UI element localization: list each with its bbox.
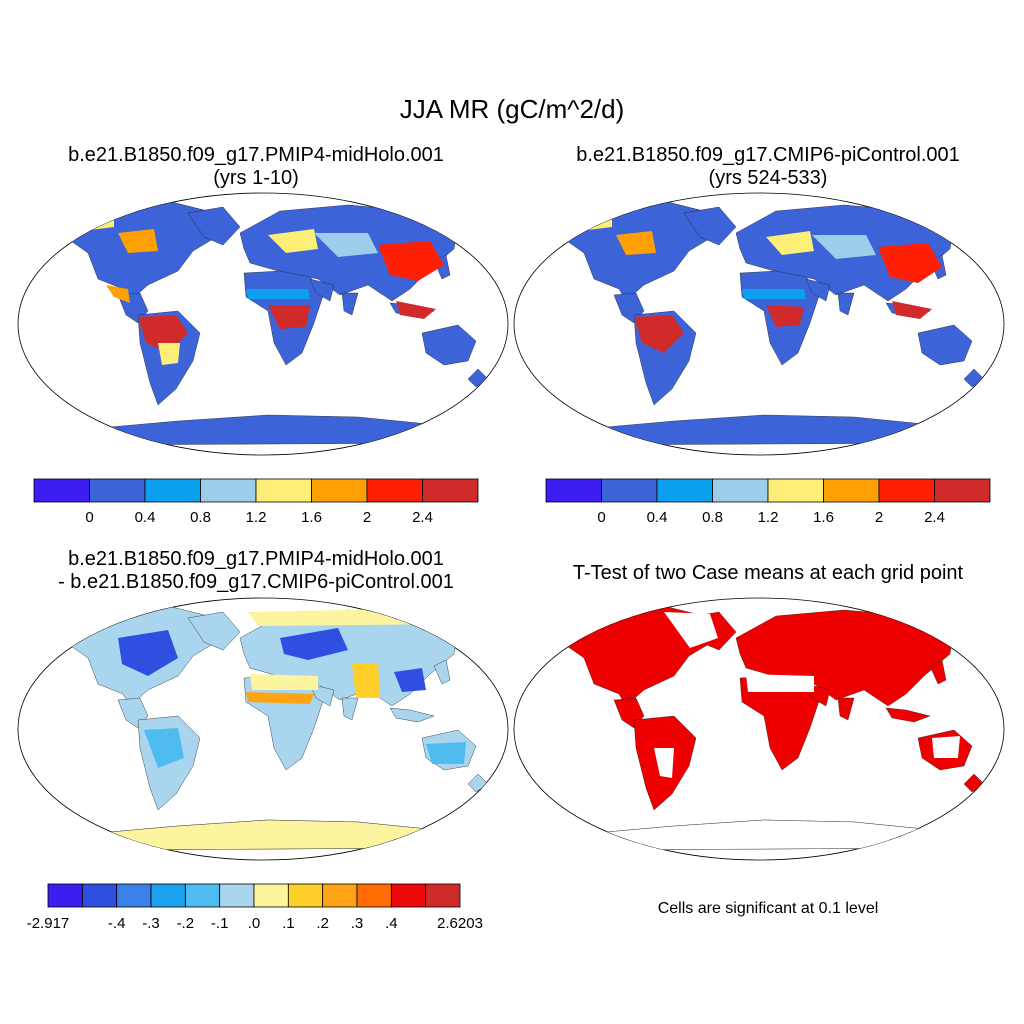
colorbar-tick-label: 2.4 xyxy=(412,509,433,526)
figure-title: JJA MR (gC/m^2/d) xyxy=(399,94,625,124)
colorbar-tick-label: 0 xyxy=(597,509,605,526)
colorbar-swatch xyxy=(823,478,880,503)
colorbar-swatch xyxy=(425,883,461,908)
colorbar-swatch xyxy=(767,478,824,503)
colorbar-difference: -2.917 -.4 -.3 -.2 -.1 .0 .1 .2 .3 .4 2.6203 xyxy=(27,883,483,932)
map-ttest xyxy=(513,597,1005,861)
panel-1-case-name: b.e21.B1850.f09_g17.PMIP4-midHolo.001 xyxy=(68,144,444,166)
colorbar-tick-label: -.3 xyxy=(142,915,160,932)
colorbar-tick-label: 2.6203 xyxy=(437,915,483,932)
colorbar-tick-label: .1 xyxy=(282,915,295,932)
colorbar-tick-label: 1.6 xyxy=(301,509,322,526)
colorbar-tick-label: 0.4 xyxy=(647,509,668,526)
colorbar-tick-label: 1.6 xyxy=(813,509,834,526)
colorbar-tick-label: 0 xyxy=(85,509,93,526)
significance-note: Cells are significant at 0.1 level xyxy=(657,900,879,917)
colorbar-swatch xyxy=(322,883,358,908)
colorbar-tick-label: .3 xyxy=(351,915,364,932)
colorbar-swatch xyxy=(255,478,312,503)
colorbar-swatch xyxy=(934,478,991,503)
colorbar-swatch xyxy=(601,478,658,503)
colorbar-swatch xyxy=(422,478,479,503)
colorbar-swatch xyxy=(311,478,368,503)
colorbar-swatch xyxy=(366,478,423,503)
colorbar-swatch xyxy=(89,478,146,503)
colorbar-swatch xyxy=(144,478,201,503)
colorbar-swatch xyxy=(712,478,769,503)
panel-1-title: b.e21.B1850.f09_g17.PMIP4-midHolo.001 (y… xyxy=(0,144,512,190)
colorbar-tick-label: -2.917 xyxy=(27,915,70,932)
colorbar-swatch xyxy=(200,478,257,503)
colorbar-tick-label: 2 xyxy=(875,509,883,526)
panel-3-title: b.e21.B1850.f09_g17.PMIP4-midHolo.001 - … xyxy=(0,548,512,594)
colorbar-swatch xyxy=(47,883,83,908)
colorbar-swatch xyxy=(116,883,152,908)
colorbar-swatch xyxy=(287,883,324,908)
panel-3-case-name: b.e21.B1850.f09_g17.PMIP4-midHolo.001 xyxy=(68,548,444,570)
colorbar-swatch xyxy=(390,883,427,908)
colorbar-swatch xyxy=(150,883,186,908)
colorbar-swatch xyxy=(356,883,392,908)
colorbar-swatch xyxy=(253,883,289,908)
panel-2-case-name: b.e21.B1850.f09_g17.CMIP6-piControl.001 xyxy=(576,144,960,166)
colorbar-tick-label: -.2 xyxy=(177,915,195,932)
panel-3-minus-case: - b.e21.B1850.f09_g17.CMIP6-piControl.00… xyxy=(58,571,454,593)
panel-2-years: (yrs 524-533) xyxy=(708,167,828,189)
colorbar-swatch xyxy=(545,478,602,503)
colorbar-tick-label: 0.8 xyxy=(702,509,723,526)
colorbar-tick-label: 2.4 xyxy=(924,509,945,526)
colorbar-tick-label: -.4 xyxy=(108,915,126,932)
colorbar-tick-label: .4 xyxy=(385,915,398,932)
map-picontrol xyxy=(513,192,1005,456)
panel-2-title: b.e21.B1850.f09_g17.CMIP6-piControl.001 … xyxy=(512,144,1024,190)
colorbar-picontrol: 0 0.4 0.8 1.2 1.6 2 2.4 xyxy=(545,478,991,526)
colorbar-tick-label: 1.2 xyxy=(758,509,779,526)
colorbar-swatch xyxy=(81,883,118,908)
colorbar-tick-label: .2 xyxy=(316,915,329,932)
colorbar-tick-label: -.1 xyxy=(211,915,229,932)
map-midholo xyxy=(17,192,509,456)
colorbar-tick-label: .0 xyxy=(248,915,261,932)
colorbar-tick-label: 0.8 xyxy=(190,509,211,526)
colorbar-midholo: 0 0.4 0.8 1.2 1.6 2 2.4 xyxy=(33,478,479,526)
colorbar-swatch xyxy=(184,883,221,908)
colorbar-tick-label: 2 xyxy=(363,509,371,526)
panel-4-title: T-Test of two Case means at each grid po… xyxy=(572,562,964,584)
panel-1-years: (yrs 1-10) xyxy=(213,167,299,189)
colorbar-swatch xyxy=(878,478,935,503)
map-difference xyxy=(17,597,509,861)
colorbar-tick-label: 1.2 xyxy=(246,509,267,526)
colorbar-tick-label: 0.4 xyxy=(135,509,156,526)
colorbar-swatch xyxy=(219,883,255,908)
colorbar-swatch xyxy=(33,478,90,503)
colorbar-swatch xyxy=(656,478,713,503)
